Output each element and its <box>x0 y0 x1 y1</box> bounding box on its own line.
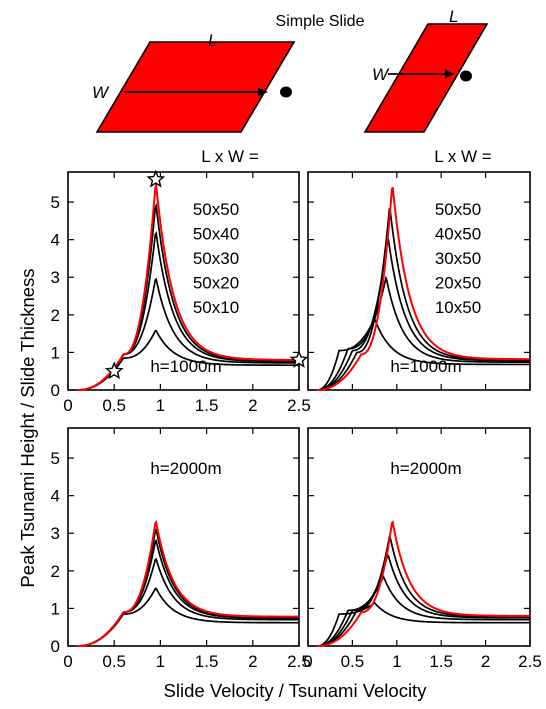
plot-frame <box>67 427 300 647</box>
legend-label: 30x50 <box>435 249 481 268</box>
star-marker <box>146 169 166 188</box>
legend-label: 50x40 <box>193 225 239 244</box>
legend-label: 50x10 <box>193 298 239 317</box>
x-tick-label: 0.5 <box>102 652 126 671</box>
x-tick-label: 0 <box>63 652 72 671</box>
x-tick-label: 1.5 <box>429 652 453 671</box>
slide-diagram-left: W L <box>92 31 296 133</box>
y-tick-label: 0 <box>51 637 60 656</box>
y-tick-label: 0 <box>51 381 60 400</box>
slide-left-w-label: W <box>92 83 110 102</box>
x-tick-label: 0.5 <box>102 396 126 415</box>
y-tick-label: 3 <box>51 268 60 287</box>
y-tick-label: 3 <box>51 524 60 543</box>
x-tick-label: 0 <box>63 396 72 415</box>
star-marker <box>289 350 309 368</box>
series-line-highlight-1 <box>316 519 530 647</box>
header-title: Simple Slide <box>276 13 365 30</box>
slide-right-shape <box>363 23 489 133</box>
legend-label: 50x30 <box>193 249 239 268</box>
series-line-4 <box>316 574 530 647</box>
y-tick-label: 5 <box>51 449 60 468</box>
slide-left-dot <box>280 86 292 98</box>
y-tick-label: 2 <box>51 562 60 581</box>
chart-panel-top-right: 50x50 40x50 30x50 20x50 10x50 h=1000m <box>307 171 531 391</box>
chart-panel-top-left: 0 0.5 1 1.5 2 2.5 0 1 2 3 4 5 50x50 50x40 50x30 50x20 50… <box>51 169 311 415</box>
series-line-5 <box>316 317 530 391</box>
depth-annotation: h=1000m <box>150 357 221 376</box>
y-tick-label: 4 <box>51 231 60 250</box>
x-tick-label: 2.5 <box>287 652 311 671</box>
y-tick-label: 2 <box>51 306 60 325</box>
series-line-5 <box>316 602 530 647</box>
x-tick-label: 2 <box>481 652 490 671</box>
slide-diagram-right: W L <box>363 7 489 133</box>
depth-annotation: h=1000m <box>390 357 461 376</box>
x-tick-label: 1 <box>156 396 165 415</box>
slide-left-shape <box>95 41 296 133</box>
x-tick-label: 1 <box>156 652 165 671</box>
left-column-header: L x W = <box>201 147 259 166</box>
slide-left-l-label: L <box>208 31 217 50</box>
legend-label: 50x50 <box>435 200 481 219</box>
legend-label: 20x50 <box>435 274 481 293</box>
legend-label: 10x50 <box>435 298 481 317</box>
y-axis-label: Peak Tsunami Height / Slide Thickness <box>17 268 38 587</box>
star-marker <box>104 361 124 380</box>
x-tick-label: 0 <box>303 652 312 671</box>
chart-panel-bottom-right: 0 0.5 1 1.5 2 2.5 h=2000m <box>303 427 542 671</box>
x-tick-label: 2.5 <box>518 652 542 671</box>
plot-frame <box>307 171 531 391</box>
y-tick-label: 4 <box>51 487 60 506</box>
legend-label: 50x20 <box>193 274 239 293</box>
y-tick-label: 1 <box>51 343 60 362</box>
slide-left-arrowhead <box>258 87 268 97</box>
series-line-3 <box>316 234 531 391</box>
depth-annotation: h=2000m <box>150 459 221 478</box>
depth-annotation: h=2000m <box>390 459 461 478</box>
right-column-header: L x W = <box>434 147 492 166</box>
x-tick-label: 1 <box>392 652 401 671</box>
x-tick-label: 1.5 <box>195 652 219 671</box>
slide-right-dot <box>460 70 472 82</box>
series-line-highlight-1 <box>77 520 300 647</box>
x-tick-label: 1.5 <box>195 396 219 415</box>
legend-label: 40x50 <box>435 225 481 244</box>
y-tick-label: 5 <box>51 193 60 212</box>
series-line-highlight-1 <box>316 186 530 391</box>
x-tick-label: 2.5 <box>287 396 311 415</box>
plot-frame <box>67 171 300 391</box>
x-axis-label: Slide Velocity / Tsunami Velocity <box>164 680 428 701</box>
x-tick-label: 2 <box>248 652 257 671</box>
y-tick-label: 1 <box>51 599 60 618</box>
plot-frame <box>307 427 531 647</box>
slide-right-l-label: L <box>449 7 458 26</box>
x-tick-label: 0.5 <box>341 652 365 671</box>
slide-right-arrowhead <box>445 69 454 79</box>
slide-right-w-label: W <box>372 65 390 84</box>
x-tick-label: 2 <box>248 396 257 415</box>
legend-label: 50x50 <box>193 200 239 219</box>
